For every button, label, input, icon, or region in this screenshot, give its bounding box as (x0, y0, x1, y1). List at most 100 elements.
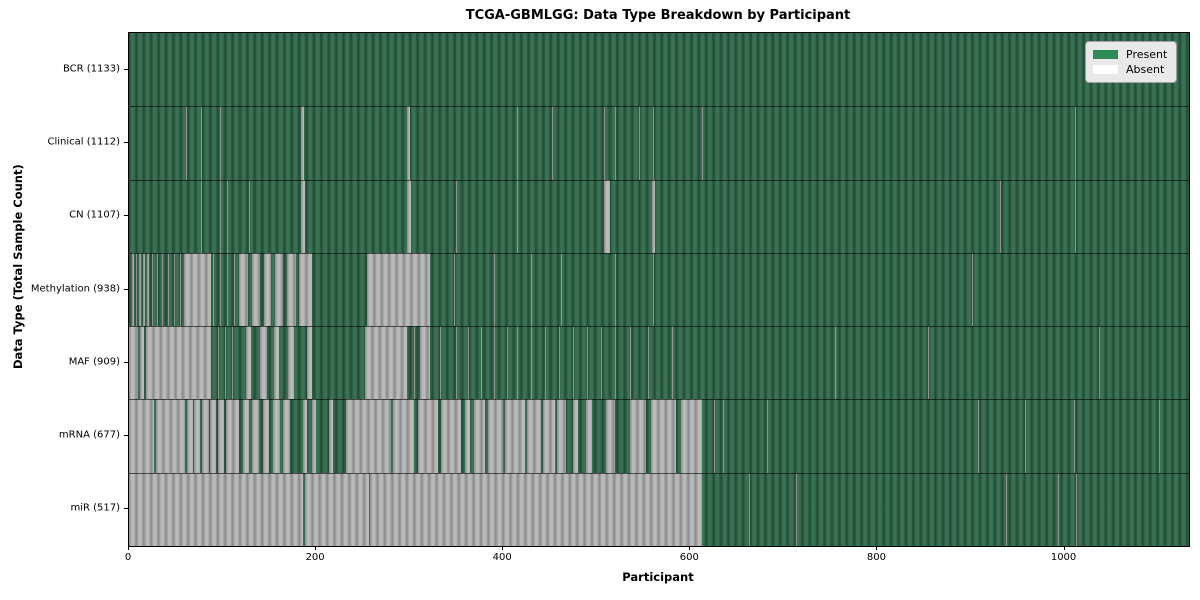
absent-run (180, 252, 182, 327)
y-tick-label: CN (1107) (69, 209, 120, 221)
absent-run (227, 252, 229, 327)
absent-run (648, 326, 650, 400)
absent-run (651, 179, 655, 253)
y-tick-label: BCR (1133) (62, 63, 120, 75)
legend: Present Absent (1085, 41, 1177, 83)
absent-run (283, 399, 290, 473)
absent-run (274, 252, 284, 327)
absent-run (406, 179, 411, 253)
absent-run (680, 399, 702, 473)
absent-run (467, 326, 469, 400)
absent-run (556, 399, 566, 473)
absent-run (615, 106, 617, 180)
x-tick-label: 0 (124, 552, 132, 563)
x-tick-label: 400 (492, 552, 512, 563)
absent-run (263, 252, 272, 327)
absent-run (493, 326, 495, 400)
absent-run (723, 399, 725, 473)
legend-entry: Absent (1093, 62, 1168, 77)
absent-run (474, 399, 485, 473)
absent-run (1058, 472, 1060, 546)
absent-run (1099, 326, 1101, 400)
x-tick-label: 1000 (1050, 552, 1077, 563)
x-tick-label: 800 (866, 552, 886, 563)
absent-run (604, 179, 610, 253)
absent-run (453, 252, 455, 327)
heatmap-row (129, 179, 1189, 253)
absent-run (971, 252, 973, 327)
absent-run (231, 326, 233, 400)
absent-run (1074, 179, 1076, 253)
absent-run (370, 472, 702, 546)
absent-run (329, 399, 333, 473)
absent-run (201, 399, 209, 473)
absent-run (455, 326, 457, 400)
absent-run (488, 399, 504, 473)
absent-run (551, 106, 553, 180)
absent-run (213, 252, 215, 327)
absent-run (1005, 472, 1007, 546)
absent-run (226, 399, 240, 473)
absent-run (606, 399, 616, 473)
x-tick-mark (689, 546, 691, 550)
y-tick-mark (124, 508, 128, 510)
absent-run (135, 252, 138, 327)
y-tick-mark (124, 215, 128, 217)
absent-run (977, 399, 979, 473)
absent-run (517, 179, 519, 253)
x-tick-mark (876, 546, 878, 550)
legend-label: Present (1126, 48, 1168, 61)
absent-run (140, 326, 144, 400)
absent-run (129, 326, 139, 400)
absent-run (652, 106, 654, 180)
absent-run (418, 399, 438, 473)
y-tick-mark (124, 361, 128, 363)
absent-run (252, 399, 260, 473)
absent-swatch (1093, 65, 1118, 74)
absent-run (274, 326, 279, 400)
absent-run (173, 252, 175, 327)
heatmap-row (129, 106, 1189, 180)
absent-run (587, 326, 589, 400)
absent-run (156, 399, 186, 473)
y-tick-label: Methylation (938) (30, 283, 120, 294)
legend-label: Absent (1126, 63, 1165, 76)
absent-run (312, 399, 317, 473)
absent-run (219, 106, 221, 180)
absent-run (652, 252, 654, 327)
absent-run (346, 399, 391, 473)
absent-run (259, 326, 268, 400)
absent-run (545, 326, 547, 400)
absent-run (139, 252, 142, 327)
y-tick-mark (124, 141, 128, 143)
absent-run (225, 326, 227, 400)
absent-run (143, 252, 145, 327)
absent-run (366, 252, 431, 327)
x-tick-mark (1063, 546, 1065, 550)
absent-run (767, 399, 769, 473)
absent-run (493, 252, 495, 327)
absent-run (701, 106, 704, 180)
absent-run (1025, 399, 1027, 473)
row-separator (129, 179, 1189, 181)
absent-run (835, 326, 837, 400)
absent-run (287, 252, 296, 327)
heatmap-row (129, 252, 1189, 327)
absent-run (168, 252, 170, 327)
absent-run (604, 106, 606, 180)
absent-run (561, 252, 563, 327)
absent-run (262, 399, 270, 473)
absent-run (248, 179, 250, 253)
absent-run (573, 399, 579, 473)
absent-run (364, 326, 407, 400)
absent-run (186, 106, 188, 180)
absent-run (201, 106, 203, 180)
absent-run (299, 252, 313, 327)
absent-run (439, 326, 441, 400)
row-separator (129, 252, 1189, 254)
y-tick-label: Clinical (1112) (47, 136, 121, 148)
absent-run (251, 252, 260, 327)
heatmap-row (129, 472, 1189, 546)
absent-run (201, 179, 203, 253)
heatmap-row (129, 33, 1189, 107)
